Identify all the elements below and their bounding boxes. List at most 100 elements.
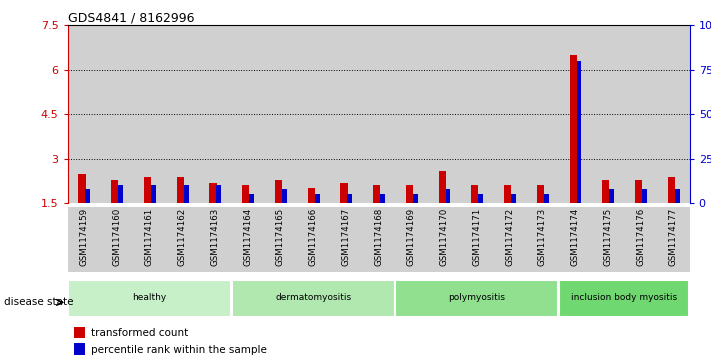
- Bar: [537, 185, 544, 248]
- Bar: [362, 207, 395, 272]
- Bar: [406, 185, 413, 248]
- Text: GSM1174167: GSM1174167: [341, 208, 351, 266]
- Bar: [526, 25, 559, 203]
- Text: GDS4841 / 8162996: GDS4841 / 8162996: [68, 11, 194, 24]
- Text: GSM1174163: GSM1174163: [210, 208, 220, 266]
- Bar: [216, 185, 221, 203]
- Text: GSM1174173: GSM1174173: [538, 208, 547, 266]
- Bar: [144, 177, 151, 248]
- Bar: [341, 183, 348, 248]
- Bar: [198, 207, 231, 272]
- Text: GSM1174159: GSM1174159: [80, 208, 88, 266]
- Bar: [493, 25, 526, 203]
- Text: GSM1174165: GSM1174165: [276, 208, 285, 266]
- Bar: [133, 207, 166, 272]
- Bar: [264, 207, 296, 272]
- Bar: [166, 207, 198, 272]
- Text: GSM1174177: GSM1174177: [669, 208, 678, 266]
- Text: healthy: healthy: [132, 293, 166, 302]
- Bar: [68, 25, 100, 203]
- Bar: [446, 189, 451, 203]
- FancyBboxPatch shape: [68, 280, 231, 317]
- Bar: [176, 177, 183, 248]
- Bar: [100, 207, 133, 272]
- Bar: [118, 185, 123, 203]
- Bar: [133, 25, 166, 203]
- Bar: [74, 343, 85, 355]
- Text: GSM1174164: GSM1174164: [243, 208, 252, 266]
- Text: GSM1174169: GSM1174169: [407, 208, 416, 266]
- Bar: [231, 207, 264, 272]
- Bar: [395, 25, 428, 203]
- Text: GSM1174166: GSM1174166: [309, 208, 318, 266]
- Bar: [296, 207, 329, 272]
- Bar: [348, 195, 352, 203]
- Bar: [74, 327, 85, 338]
- Bar: [668, 177, 675, 248]
- FancyBboxPatch shape: [395, 280, 558, 317]
- Bar: [642, 189, 647, 203]
- Bar: [329, 25, 362, 203]
- Bar: [428, 25, 461, 203]
- Bar: [329, 207, 362, 272]
- Bar: [68, 207, 100, 272]
- Text: GSM1174160: GSM1174160: [112, 208, 121, 266]
- Bar: [111, 180, 118, 248]
- Bar: [362, 25, 395, 203]
- Bar: [85, 189, 90, 203]
- Text: GSM1174170: GSM1174170: [439, 208, 449, 266]
- Text: GSM1174161: GSM1174161: [145, 208, 154, 266]
- Bar: [395, 207, 428, 272]
- FancyBboxPatch shape: [559, 280, 690, 317]
- Bar: [675, 189, 680, 203]
- Bar: [461, 207, 493, 272]
- Bar: [624, 25, 657, 203]
- Text: dermatomyositis: dermatomyositis: [275, 293, 351, 302]
- Text: GSM1174172: GSM1174172: [505, 208, 514, 266]
- Bar: [504, 185, 511, 248]
- Bar: [592, 207, 624, 272]
- Bar: [461, 25, 493, 203]
- Bar: [198, 25, 231, 203]
- Bar: [559, 25, 592, 203]
- Bar: [100, 25, 133, 203]
- Bar: [413, 195, 418, 203]
- Bar: [609, 189, 614, 203]
- Bar: [624, 207, 657, 272]
- Bar: [493, 207, 526, 272]
- Text: transformed count: transformed count: [91, 328, 188, 338]
- Bar: [314, 195, 319, 203]
- Text: GSM1174162: GSM1174162: [178, 208, 187, 266]
- Bar: [570, 55, 577, 248]
- Text: inclusion body myositis: inclusion body myositis: [571, 293, 678, 302]
- Text: GSM1174171: GSM1174171: [472, 208, 481, 266]
- Bar: [577, 61, 582, 203]
- FancyBboxPatch shape: [232, 280, 395, 317]
- Bar: [231, 25, 264, 203]
- Bar: [428, 207, 461, 272]
- Bar: [373, 185, 380, 248]
- Text: disease state: disease state: [4, 297, 73, 307]
- Bar: [559, 207, 592, 272]
- Bar: [282, 189, 287, 203]
- Bar: [264, 25, 296, 203]
- Bar: [242, 185, 250, 248]
- Bar: [635, 180, 642, 248]
- Bar: [657, 25, 690, 203]
- Bar: [78, 174, 85, 248]
- Text: GSM1174174: GSM1174174: [570, 208, 579, 266]
- Text: percentile rank within the sample: percentile rank within the sample: [91, 344, 267, 355]
- Bar: [296, 25, 329, 203]
- Bar: [526, 207, 559, 272]
- Bar: [544, 195, 549, 203]
- Bar: [183, 185, 188, 203]
- Bar: [511, 195, 516, 203]
- Bar: [657, 207, 690, 272]
- Bar: [592, 25, 624, 203]
- Text: GSM1174176: GSM1174176: [636, 208, 645, 266]
- Bar: [166, 25, 198, 203]
- Bar: [602, 180, 609, 248]
- Bar: [439, 171, 446, 248]
- Text: polymyositis: polymyositis: [449, 293, 506, 302]
- Bar: [479, 195, 483, 203]
